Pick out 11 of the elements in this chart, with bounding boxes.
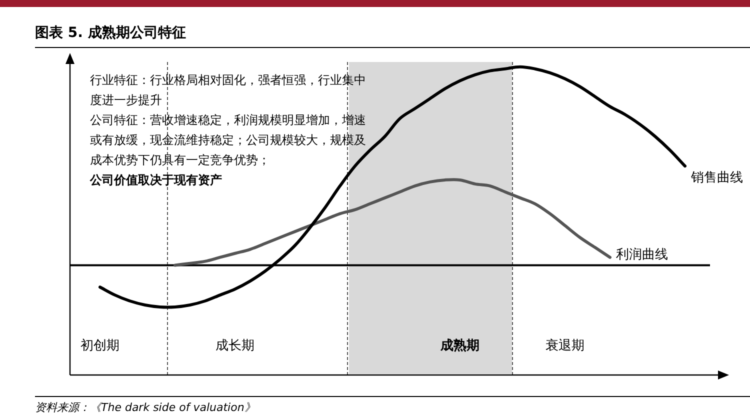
- annotation: 公司特征：营收增速稳定，利润规模明显增加，增速或有放缓，现金流维持稳定；公司规模较大，规模及成本优势下仍具有一定竞争优势；: [90, 112, 367, 169]
- series-label: 利润曲线: [616, 248, 668, 263]
- chart-title: 图表 5. 成熟期公司特征: [35, 24, 186, 42]
- series-label: 销售曲线: [690, 170, 743, 186]
- annotation: 公司价值取决于现有资产: [90, 172, 223, 189]
- annotation: 行业特征：行业格局相对固化，强者恒强，行业集中度进一步提升: [90, 72, 367, 109]
- x-tick-label: 初创期: [80, 338, 120, 354]
- x-tick-label: 成长期: [216, 338, 254, 354]
- x-tick-label: 成熟期: [440, 338, 480, 354]
- x-tick-label: 衰退期: [546, 338, 584, 354]
- text: 资料来源：《The dark side of valuation》: [35, 400, 256, 415]
